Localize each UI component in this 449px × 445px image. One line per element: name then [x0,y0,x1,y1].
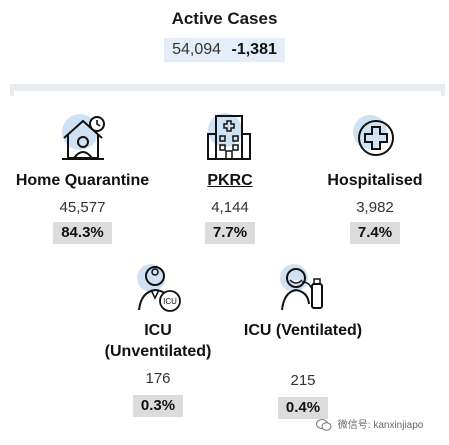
section-divider-right-cap [441,84,445,96]
category-count: 176 [145,370,171,387]
wechat-icon [316,419,332,432]
watermark-text: 微信号: kanxinjiapo [337,420,424,431]
active-cases-delta: -1,381 [231,41,277,58]
watermark: 微信号: kanxinjiapo [316,416,423,436]
svg-text:ICU: ICU [163,297,177,306]
category-label: ICU (Ventilated) [243,322,363,339]
category-label-line2: (Unventilated) [104,343,212,360]
category-label: PKRC [207,172,253,189]
category-label-line1: ICU [144,322,172,339]
category-label: Home Quarantine [15,172,150,189]
medical-cross-icon [353,115,394,156]
ventilated-patient-icon [280,264,323,311]
page-title: Active Cases [171,9,278,28]
active-cases-total: 54,094 [172,41,222,58]
category-percent: 0.4% [277,397,329,419]
category-percent: 7.4% [349,222,401,244]
category-label: ICU (Unventilated) [88,320,228,362]
category-pkrc: PKRC 4,144 7.7% [185,112,275,244]
category-percent: 0.3% [132,395,184,417]
category-hospitalised: Hospitalised 3,982 7.4% [305,112,445,244]
category-count: 45,577 [59,199,106,216]
category-count: 4,144 [211,199,249,216]
category-percent: 7.7% [204,222,256,244]
active-cases-total-box: 54,094 -1,381 [164,38,285,62]
category-label: Hospitalised [327,172,423,189]
category-home-quarantine: Home Quarantine 45,577 84.3% [5,112,160,244]
section-divider [10,84,445,91]
category-icu-ventilated: ICU (Ventilated) 215 0.4% [228,262,378,419]
category-count: 215 [290,372,316,389]
section-divider-left-cap [10,84,14,96]
category-count: 3,982 [356,199,394,216]
hospital-building-icon [207,113,251,160]
active-cases-header: Active Cases 54,094 -1,381 [0,8,449,62]
icu-doctor-icon: ICU [137,264,181,312]
category-icu-unventilated: ICU ICU (Unventilated) 176 0.3% [88,262,228,417]
home-quarantine-icon [61,114,105,160]
category-percent: 84.3% [53,222,112,244]
